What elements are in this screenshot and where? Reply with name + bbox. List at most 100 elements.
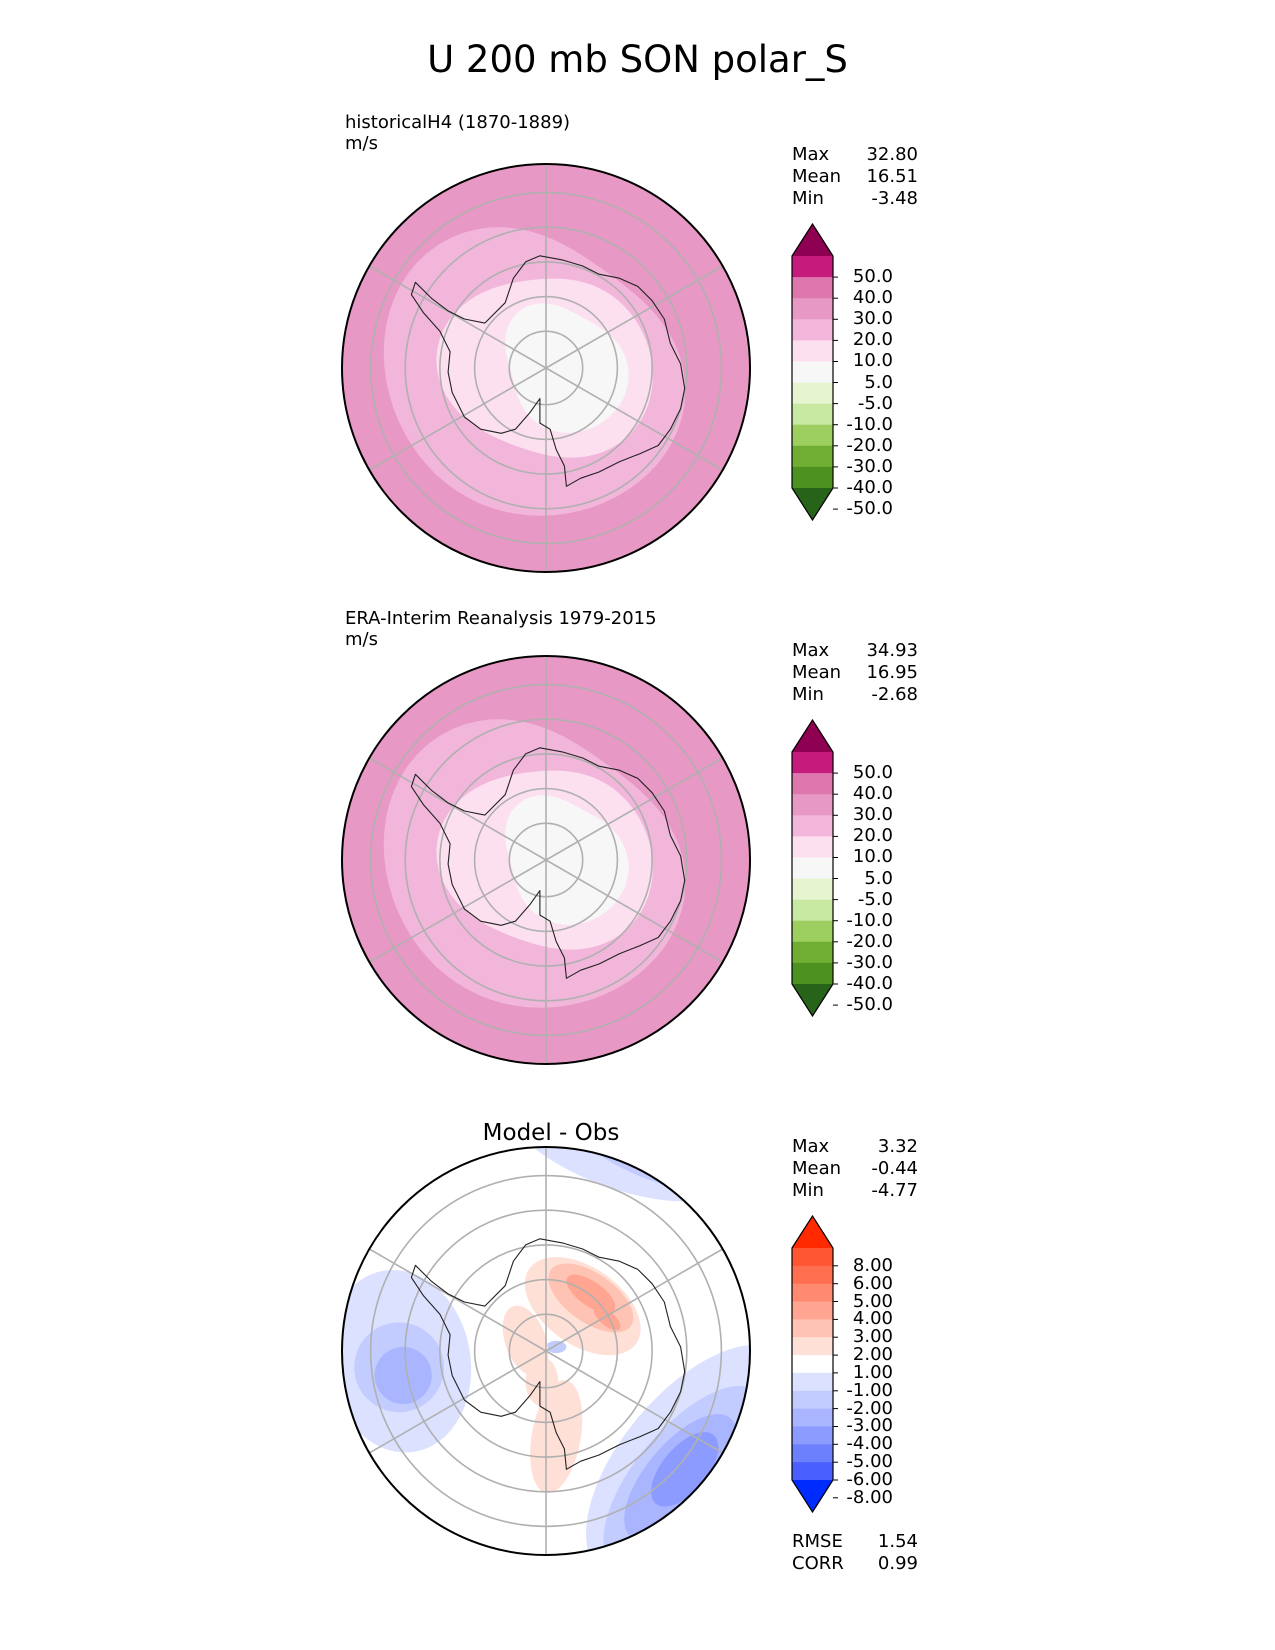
panel3-colorbar: [791, 1214, 838, 1514]
panel3-map: [341, 1146, 751, 1556]
colorbar-segment: [792, 1319, 833, 1338]
stat-value: -0.44: [871, 1158, 918, 1179]
colorbar-tick-label: 40.0: [852, 783, 893, 805]
stat-value: 16.95: [866, 662, 918, 683]
stat-row: Min -4.77: [792, 1180, 918, 1202]
stat-label: Mean: [792, 166, 842, 187]
colorbar-tick-label: 3.00: [852, 1326, 893, 1348]
colorbar-segment: [792, 424, 833, 447]
contour-neg3-neg2: [546, 1340, 567, 1354]
colorbar-segment: [792, 1337, 833, 1356]
colorbar-tick-label: 6.00: [852, 1272, 893, 1294]
meridian-line: [368, 757, 547, 861]
panel2-units: m/s: [345, 629, 378, 650]
colorbar-segment: [792, 962, 833, 985]
antarctica-coastline: [410, 747, 686, 979]
colorbar-segment: [792, 941, 833, 964]
colorbar-tick-label: -5.0: [857, 392, 893, 414]
stat-label: RMSE: [792, 1531, 843, 1552]
stat-row: Mean 16.95: [792, 662, 918, 684]
panel1-map: [341, 163, 751, 573]
colorbar-segment: [792, 1444, 833, 1463]
contour-1-2: [525, 1357, 559, 1407]
colorbar-tick-label: 5.00: [852, 1290, 893, 1312]
figure-title: U 200 mb SON polar_S: [427, 38, 848, 81]
panel1-units: m/s: [345, 133, 378, 154]
colorbar-tick-label: 10.0: [852, 350, 893, 372]
colorbar-segment: [792, 340, 833, 363]
panel3-stats: Max 3.32 Mean -0.44 Min -4.77: [792, 1136, 918, 1202]
colorbar-segment: [792, 1265, 833, 1285]
colorbar-tick-label: -3.00: [846, 1415, 893, 1437]
stat-label: Max: [792, 640, 830, 661]
stat-row: Max 34.93: [792, 640, 918, 662]
stat-label: Min: [792, 684, 824, 705]
stat-row: Mean 16.51: [792, 166, 918, 188]
stat-value: 1.54: [877, 1531, 918, 1552]
colorbar-segment: [792, 1355, 833, 1374]
colorbar-segment: [792, 794, 833, 816]
colorbar-tick-label: -1.00: [846, 1379, 893, 1401]
meridian-line: [368, 1350, 547, 1454]
colorbar-segment: [792, 752, 833, 774]
colorbar-segment: [792, 815, 833, 837]
contour-neg5-neg4: [651, 1432, 719, 1507]
colorbar-extend-bottom: [792, 984, 833, 1016]
stat-row: Max 32.80: [792, 144, 918, 166]
contour-neg4-neg3: [374, 1346, 432, 1405]
colorbar-tick-label: -5.0: [857, 888, 893, 910]
panel1-title: historicalH4 (1870-1889) m/s: [345, 112, 570, 154]
colorbar-segment: [792, 1283, 833, 1303]
meridian-line: [368, 859, 547, 963]
antarctica-coastline: [410, 1238, 686, 1470]
antarctica-coastline: [410, 255, 686, 487]
stat-label: Max: [792, 144, 830, 165]
meridian-line: [368, 265, 547, 369]
colorbar-segment: [792, 382, 833, 405]
meridian-line: [545, 1248, 724, 1352]
colorbar-extend-top: [792, 1216, 833, 1248]
colorbar-segment: [792, 878, 833, 901]
panel2-title: ERA-Interim Reanalysis 1979-2015 m/s: [345, 608, 657, 650]
stat-row: Max 3.32: [792, 1136, 918, 1158]
stat-row: Mean -0.44: [792, 1158, 918, 1180]
stat-value: 34.93: [866, 640, 918, 661]
stat-value: -4.77: [871, 1180, 918, 1201]
colorbar-tick-label: -40.0: [846, 477, 893, 498]
colorbar-tick-label: -8.00: [846, 1486, 893, 1508]
stat-value: -3.48: [871, 188, 918, 209]
colorbar-tick-label: 30.0: [852, 308, 893, 330]
colorbar-segment: [792, 1372, 833, 1392]
colorbar-tick-label: 2.00: [852, 1344, 893, 1366]
colorbar-segment: [792, 899, 833, 922]
stat-row: Min -2.68: [792, 684, 918, 706]
colorbar-tick-label: -50.0: [846, 994, 893, 1016]
colorbar-tick-label: 40.0: [852, 287, 893, 309]
stat-row: RMSE 1.54: [792, 1531, 918, 1553]
colorbar-extend-bottom: [792, 488, 833, 520]
colorbar-tick-label: 8.00: [852, 1254, 893, 1276]
meridian-line: [545, 367, 724, 471]
colorbar-segment: [792, 1462, 833, 1481]
colorbar-extend-bottom: [792, 1480, 833, 1512]
colorbar-tick-label: 50.0: [852, 762, 893, 784]
stat-value: -2.68: [871, 684, 918, 705]
panel2-map: [341, 655, 751, 1065]
colorbar-segment: [792, 773, 833, 795]
colorbar-segment: [792, 1390, 833, 1410]
colorbar-segment: [792, 857, 833, 880]
stat-label: Min: [792, 188, 824, 209]
colorbar-segment: [792, 1408, 833, 1427]
meridian-line: [545, 1350, 724, 1454]
colorbar-segment: [792, 277, 833, 299]
meridian-line: [545, 757, 724, 861]
contour-neg5-5: [505, 303, 629, 433]
colorbar-segment: [792, 836, 833, 859]
colorbar-tick-label: 4.00: [852, 1308, 893, 1330]
colorbar-tick-label: 5.0: [864, 867, 893, 889]
colorbar-segment: [792, 445, 833, 468]
colorbar-extend-top: [792, 720, 833, 752]
meridian-line: [545, 265, 724, 369]
colorbar-tick-label: -10.0: [846, 413, 893, 435]
colorbar-tick-label: 5.0: [864, 371, 893, 393]
